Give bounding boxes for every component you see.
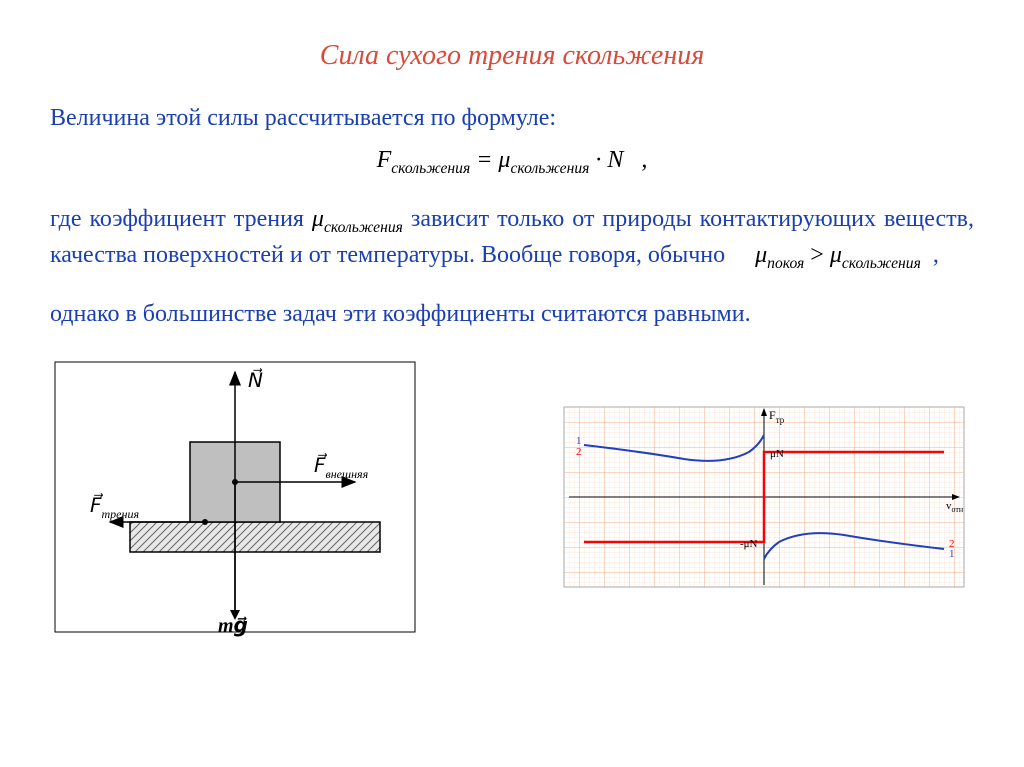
label-N: N⃗ [248, 367, 263, 392]
formula-mu: μ [498, 147, 510, 173]
formula-F: F [377, 147, 392, 173]
title-text: Сила сухого трения скольжения [320, 40, 704, 71]
formula-dot: · [595, 147, 601, 173]
formula-comma: , [641, 147, 647, 173]
label-1-bot: 1 [949, 548, 955, 560]
page-title: Сила сухого трения скольжения [50, 40, 974, 72]
body1-mu: μ [312, 206, 324, 232]
label-muN-minus: -μN [740, 538, 758, 550]
body1-pre: где коэффициент трения [50, 206, 312, 232]
friction-chart: Fтр vотн μN -μN 1 2 2 1 [554, 397, 974, 597]
formula-N: N [607, 147, 623, 173]
formula-eq: = [476, 147, 492, 173]
body2-text: однако в большинстве задач эти коэффицие… [50, 301, 751, 327]
intro-text: Величина этой силы рассчитывается по фор… [50, 105, 556, 131]
body-paragraph-1: где коэффициент трения μскольжения завис… [50, 203, 974, 274]
label-2-top: 2 [576, 446, 582, 458]
contact-dot [202, 519, 208, 525]
body1-mu-sub: скольжения [324, 219, 403, 236]
ineq-sub2: скольжения [842, 255, 921, 272]
formula-mu-sub: скольжения [510, 159, 589, 176]
ineq-mu2: μ [830, 242, 842, 268]
ineq-gt: > [810, 242, 824, 268]
label-muN-plus: μN [770, 448, 784, 460]
main-formula: Fскольжения = μскольжения · N , [50, 144, 974, 180]
body1-tail: , [933, 242, 939, 268]
label-mg: mg⃗ [218, 615, 248, 637]
free-body-diagram: N⃗ F⃗внешняя F⃗трения mg⃗ [50, 357, 420, 637]
surface-slab [130, 522, 380, 552]
body-paragraph-2: однако в большинстве задач эти коэффицие… [50, 298, 974, 332]
formula-F-sub: скольжения [391, 159, 470, 176]
intro-paragraph: Величина этой силы рассчитывается по фор… [50, 102, 974, 136]
ineq-sub1: покоя [767, 255, 804, 272]
ineq-mu1: μ [755, 242, 767, 268]
